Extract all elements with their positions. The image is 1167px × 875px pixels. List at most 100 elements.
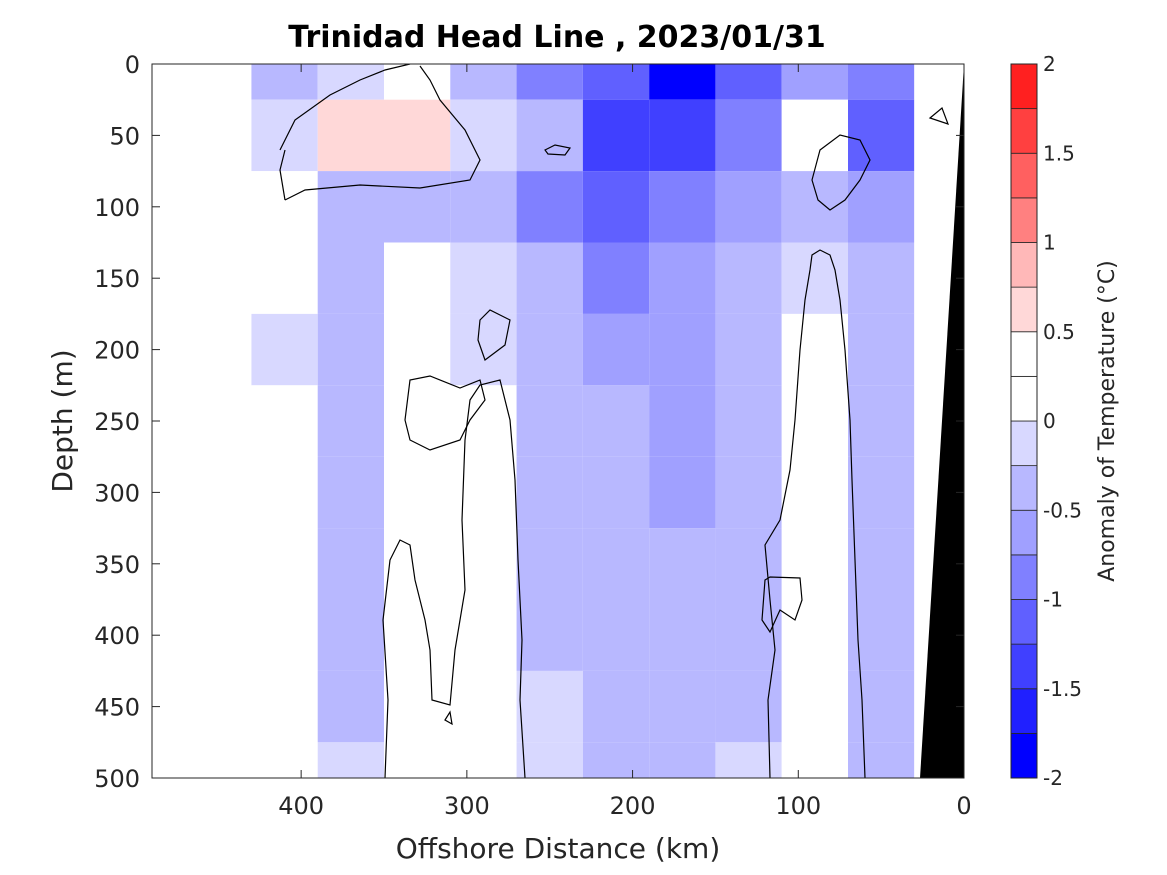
anomaly-cell [582, 242, 650, 314]
anomaly-cell [251, 456, 318, 529]
anomaly-cell [516, 385, 583, 457]
anomaly-cell [384, 599, 451, 671]
anomaly-cell [450, 456, 517, 529]
y-tick-label: 100 [94, 194, 140, 222]
contour-line [764, 249, 866, 778]
anomaly-cell [384, 313, 451, 386]
anomaly-cell [781, 385, 848, 457]
anomaly-cell [450, 670, 517, 743]
anomaly-cell [582, 313, 650, 386]
y-tick-label: 450 [94, 694, 140, 722]
contour-line [404, 375, 486, 451]
colorbar-frame [1010, 63, 1038, 779]
colorbar-swatch [1010, 420, 1038, 467]
anomaly-cell [317, 456, 384, 529]
anomaly-cell [516, 313, 583, 386]
anomaly-cell [450, 313, 517, 386]
colorbar-swatch [1010, 643, 1038, 690]
anomaly-cell [715, 313, 782, 386]
colorbar-swatch [1010, 242, 1038, 288]
colorbar-swatch [1010, 732, 1038, 779]
anomaly-cell [450, 528, 517, 600]
anomaly-cell [450, 385, 517, 457]
colorbar-swatch [1010, 554, 1038, 600]
y-tick-label: 200 [94, 337, 140, 365]
x-tick-label: 100 [775, 792, 821, 820]
y-axis-label: Depth (m) [46, 349, 79, 492]
anomaly-cell [715, 742, 782, 778]
colorbar-swatch [1010, 599, 1038, 645]
anomaly-cell [516, 599, 583, 671]
anomaly-cell [317, 242, 384, 314]
anomaly-cell [251, 528, 318, 600]
x-tick-label: 400 [278, 792, 324, 820]
colorbar-swatch [1010, 108, 1038, 154]
anomaly-cell [848, 742, 915, 778]
colorbar-label: Anomaly of Temperature (°C) [1095, 260, 1120, 582]
anomaly-cell [384, 742, 451, 778]
colorbar-tick-label: 2 [1043, 52, 1056, 76]
anomaly-cell [450, 64, 517, 100]
anomaly-cell [317, 599, 384, 671]
anomaly-cell [649, 599, 716, 671]
anomaly-cell [715, 528, 782, 600]
anomaly-cell [317, 528, 384, 600]
anomaly-cell [649, 99, 716, 172]
anomaly-cell [914, 99, 964, 172]
anomaly-cell [848, 670, 915, 743]
anomaly-cell [848, 313, 915, 386]
anomaly-cell [781, 313, 848, 386]
anomaly-cell [848, 528, 915, 600]
anomaly-cell [781, 742, 848, 778]
anomaly-cell [582, 742, 650, 778]
colorbar-swatch [1010, 286, 1038, 333]
anomaly-cell [251, 171, 318, 243]
anomaly-cell [715, 171, 782, 243]
anomaly-cell [649, 528, 716, 600]
contour-line [444, 710, 453, 726]
y-tick-label: 350 [94, 551, 140, 579]
colorbar-swatch [1010, 63, 1038, 110]
anomaly-cell [781, 670, 848, 743]
colorbar-swatch [1010, 688, 1038, 734]
contour-line [544, 144, 572, 156]
anomaly-cell [649, 670, 716, 743]
anomaly-cell [649, 313, 716, 386]
y-axis: 0 50 100 150 200 250 300 350 400 450 500 [94, 51, 964, 793]
anomaly-cell [251, 242, 318, 314]
anomaly-cell [317, 64, 384, 100]
anomaly-cell [848, 456, 915, 529]
zero-contours [279, 64, 950, 778]
anomaly-cell [715, 385, 782, 457]
anomaly-cell [781, 64, 848, 100]
colorbar-tick-label: -1 [1043, 588, 1063, 612]
y-tick-label: 300 [94, 479, 140, 507]
anomaly-cell [516, 64, 583, 100]
anomaly-cell [582, 670, 650, 743]
anomaly-cell [715, 670, 782, 743]
anomaly-cell [450, 242, 517, 314]
anomaly-cell [251, 385, 318, 457]
anomaly-cell [649, 385, 716, 457]
anomaly-cell [582, 64, 650, 100]
anomaly-cell [715, 242, 782, 314]
colorbar-swatch [1010, 509, 1038, 556]
colorbar-swatch [1010, 197, 1038, 243]
anomaly-cell [384, 456, 451, 529]
anomaly-cell [516, 99, 583, 172]
anomaly-cell [384, 171, 451, 243]
colorbar-tick-label: 1 [1043, 231, 1056, 255]
anomaly-cell [384, 670, 451, 743]
y-tick-label: 500 [94, 765, 140, 793]
anomaly-cell [516, 242, 583, 314]
anomaly-cell [516, 742, 583, 778]
colorbar: 2 1.5 1 0.5 0 -0.5 -1 -1.5 -2 [1010, 52, 1082, 790]
anomaly-cell [649, 242, 716, 314]
y-tick-label: 150 [94, 265, 140, 293]
contour-line [761, 576, 803, 634]
anomaly-cell [317, 670, 384, 743]
anomaly-cell [781, 599, 848, 671]
anomaly-cell [384, 64, 451, 100]
colorbar-swatch [1010, 375, 1038, 422]
colorbar-swatch [1010, 152, 1038, 199]
